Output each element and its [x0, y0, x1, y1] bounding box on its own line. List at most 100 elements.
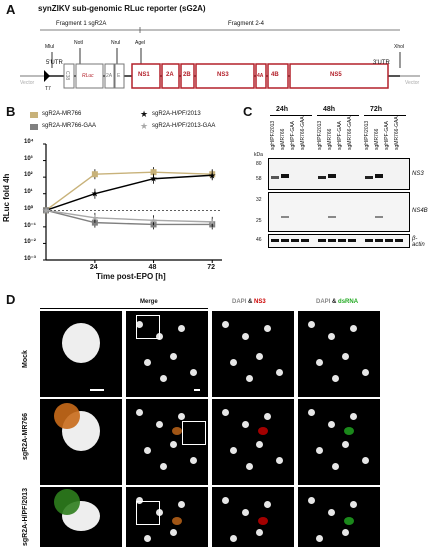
nucleus: [170, 441, 177, 448]
nucleus: [178, 413, 185, 420]
nucleus: [350, 325, 357, 332]
nucleus: [316, 535, 323, 542]
nucleus: [144, 535, 151, 542]
timepoint-rule: [270, 115, 312, 116]
nucleus: [190, 369, 197, 376]
nucleus: [308, 321, 315, 328]
micrograph-panel: [126, 311, 208, 397]
nucleus: [190, 457, 197, 464]
timepoint-label: 48h: [323, 106, 336, 113]
x-tick-label: 72: [207, 264, 216, 271]
nucleus: [256, 529, 263, 536]
marker-32: 32: [256, 197, 262, 203]
lane-label: sgH/PF/2013: [364, 120, 370, 150]
blot-label-ns4b: NS4B: [412, 208, 428, 214]
legend-swatch-mr766-gaa: [30, 124, 38, 130]
micrograph-panel: [212, 487, 294, 547]
x-tick-label: 48: [148, 264, 157, 271]
series-line: [45, 209, 213, 226]
micrograph-panel: [40, 399, 122, 485]
marker-46: 46: [256, 237, 262, 243]
legend-mr766: sgR2A-MR766: [42, 111, 82, 117]
nucleus: [144, 359, 151, 366]
site-noti-label: NotI: [74, 40, 84, 46]
data-point: ★: [42, 205, 50, 215]
y-tick-label: 10²: [24, 172, 33, 179]
nucleus: [342, 441, 349, 448]
band-actin: [271, 239, 279, 242]
band-actin: [385, 239, 393, 242]
nucleus: [144, 447, 151, 454]
y-tick-label: 10¹: [24, 188, 33, 195]
nucleus: [246, 463, 253, 470]
nucleus: [242, 421, 249, 428]
marker-25: 25: [256, 218, 262, 224]
micrograph-panel: [298, 399, 380, 485]
micrograph-panel: [212, 399, 294, 485]
legend-star-hpf-gaa: ★: [140, 121, 149, 131]
viral-signal: [172, 427, 182, 435]
site-agei-label: AgeI: [135, 40, 146, 46]
band-ns3: [375, 174, 383, 178]
nucleus: [136, 409, 143, 416]
segment-e-label: E: [117, 73, 121, 79]
zoom-inset-box: [136, 501, 160, 525]
nucleus: [308, 409, 315, 416]
nucleus: [178, 501, 185, 508]
timepoint-rule: [364, 115, 406, 116]
viral-signal: [54, 403, 80, 429]
segment-ns5-label: NS5: [330, 72, 342, 78]
lane-label: sgMR766-GAA: [394, 116, 400, 150]
data-point: [150, 169, 157, 176]
series-line: [45, 171, 213, 211]
legend-swatch-mr766: [30, 112, 38, 118]
col-header-merge: Merge: [140, 299, 158, 305]
x-axis-label: Time post-EPO [h]: [96, 272, 166, 281]
scale-bar: [90, 389, 104, 391]
viral-signal: [344, 517, 354, 525]
timepoint-label: 72h: [370, 106, 383, 113]
panel-a-title: synZIKV sub-genomic RLuc reporter (sG2A): [38, 4, 206, 13]
micrograph-panel: [40, 487, 122, 547]
viral-signal: [258, 517, 268, 525]
scale-bar: [194, 389, 200, 391]
lane-label: sgH/PF/2013: [317, 120, 323, 150]
fragment-2-label: Fragment 2-4: [228, 21, 265, 27]
data-point: ★: [208, 217, 216, 227]
micrograph-panel: [40, 311, 122, 397]
utr3-label: 3'UTR: [373, 60, 390, 66]
nucleus: [328, 509, 335, 516]
nucleus: [136, 321, 143, 328]
segment-2b-label: 2B: [183, 72, 191, 78]
segment-4a-label: 4A: [257, 73, 264, 79]
series-line: [45, 209, 213, 223]
segment-4a: [255, 63, 267, 89]
lane-label: sgMR766: [280, 128, 286, 150]
panel-c-letter: C: [243, 104, 253, 119]
data-point: [91, 171, 98, 178]
nucleus: [230, 447, 237, 454]
nucleus: [222, 321, 229, 328]
band-ns4b: [375, 216, 383, 218]
row-label-mock: Mock: [22, 350, 29, 368]
segment-ns3-label: NS3: [217, 72, 229, 78]
nucleus: [350, 413, 357, 420]
data-point: ★: [150, 174, 158, 184]
vector-right-label: Vector: [405, 80, 420, 86]
segment-c38: [63, 63, 75, 89]
band-ns3: [328, 174, 336, 178]
utr5-label: 5'UTR: [46, 60, 63, 66]
data-point: ★: [91, 213, 99, 223]
nucleus: [264, 501, 271, 508]
y-tick-label: 10⁰: [24, 206, 34, 213]
band-ns3: [365, 176, 373, 179]
y-tick-label: 10⁻³: [24, 256, 36, 262]
marker-58: 58: [256, 176, 262, 182]
t7-label: T7: [45, 86, 51, 92]
segment-ns1-label: NS1: [138, 72, 150, 78]
band-actin: [365, 239, 373, 242]
zoom-inset-box: [182, 421, 206, 445]
blot-ns4b: [268, 192, 410, 232]
legend-hpf: sgR2A-H/PF/2013: [152, 111, 201, 117]
nucleus: [362, 457, 369, 464]
